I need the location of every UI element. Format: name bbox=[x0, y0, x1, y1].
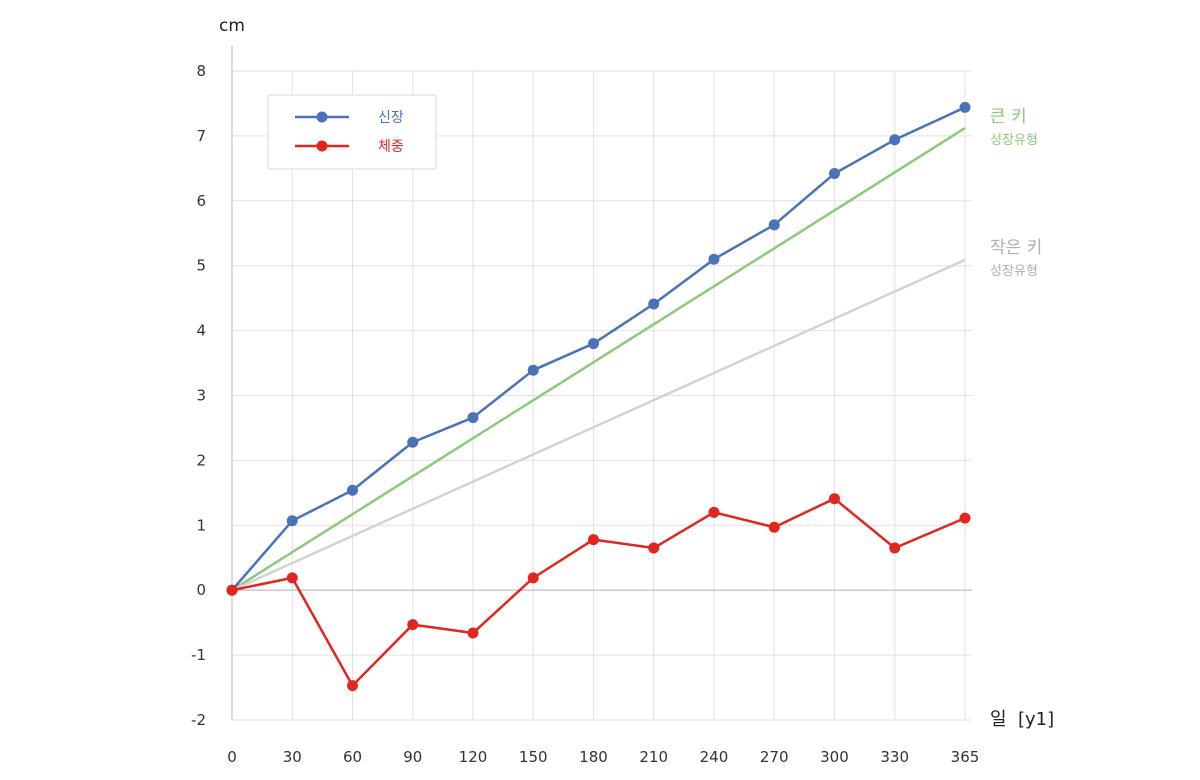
y-unit-label: cm bbox=[219, 16, 245, 36]
data-point-weight bbox=[889, 542, 901, 554]
x-tick-label: 300 bbox=[820, 748, 849, 766]
x-tick-label: 120 bbox=[459, 748, 488, 766]
ref-label-short-main: 작은 키 bbox=[990, 238, 1042, 258]
legend-label-weight: 체중 bbox=[378, 139, 404, 155]
x-tick-label: 0 bbox=[227, 748, 237, 766]
y-tick-label: 7 bbox=[196, 127, 206, 145]
x-tick-label: 365 bbox=[951, 748, 980, 766]
legend-box bbox=[267, 94, 437, 170]
data-point-weight bbox=[587, 534, 599, 546]
data-point-height bbox=[587, 338, 599, 350]
ref-line-short bbox=[231, 258, 966, 592]
data-point-weight bbox=[346, 680, 358, 692]
data-point-weight bbox=[708, 506, 720, 518]
y-tick-label: 2 bbox=[196, 451, 206, 469]
data-point-weight bbox=[286, 572, 298, 584]
data-point-height bbox=[768, 219, 780, 231]
y-tick-label: 4 bbox=[196, 322, 206, 340]
data-point-height bbox=[708, 253, 720, 265]
ref-label-tall-main: 큰 키 bbox=[990, 107, 1027, 127]
series-line-weight bbox=[230, 497, 967, 687]
data-point-weight bbox=[959, 512, 971, 524]
ref-label-short-sub: 성장유형 bbox=[990, 264, 1038, 279]
x-tick-label: 240 bbox=[700, 748, 729, 766]
y-tick-label: -2 bbox=[191, 711, 206, 729]
x-tick-label: 30 bbox=[283, 748, 302, 766]
x-tick-label: 180 bbox=[579, 748, 608, 766]
legend-marker-height bbox=[316, 111, 328, 123]
legend-marker-weight bbox=[316, 140, 328, 152]
data-point-weight bbox=[407, 619, 419, 631]
grid-lines bbox=[232, 70, 972, 721]
x-tick-label: 330 bbox=[880, 748, 909, 766]
ref-line-tall bbox=[231, 127, 966, 592]
data-point-height bbox=[527, 364, 539, 376]
y-tick-label: 3 bbox=[196, 387, 206, 405]
data-point-weight bbox=[828, 493, 840, 505]
ref-label-tall-sub: 성장유형 bbox=[990, 133, 1038, 148]
y-tick-label: 8 bbox=[196, 62, 206, 80]
data-point-weight bbox=[527, 572, 539, 584]
y-tick-label: 1 bbox=[196, 516, 206, 534]
x-tick-label: 270 bbox=[760, 748, 789, 766]
data-series bbox=[226, 101, 971, 692]
data-point-height bbox=[828, 168, 840, 180]
x-tick-label: 210 bbox=[639, 748, 668, 766]
data-point-height bbox=[407, 436, 419, 448]
legend: 신장 체중 bbox=[267, 94, 437, 170]
y-tick-label: 0 bbox=[196, 581, 206, 599]
reference-lines bbox=[231, 127, 966, 592]
x-tick-label: 60 bbox=[343, 748, 362, 766]
x-unit-label: 일 [y1] bbox=[990, 709, 1054, 730]
data-point-height bbox=[648, 298, 660, 310]
data-point-weight bbox=[467, 627, 479, 639]
data-point-height bbox=[286, 515, 298, 527]
data-point-height bbox=[959, 101, 971, 113]
data-point-height bbox=[889, 134, 901, 146]
axes bbox=[231, 45, 972, 720]
y-tick-label: 6 bbox=[196, 192, 206, 210]
y-tick-label: 5 bbox=[196, 257, 206, 275]
data-point-weight bbox=[768, 521, 780, 533]
data-point-weight bbox=[226, 584, 238, 596]
series-line-height bbox=[230, 106, 967, 592]
legend-label-height: 신장 bbox=[378, 110, 404, 126]
y-tick-label: -1 bbox=[191, 646, 206, 664]
data-point-height bbox=[346, 484, 358, 496]
x-tick-label: 90 bbox=[403, 748, 422, 766]
x-tick-label: 150 bbox=[519, 748, 548, 766]
data-point-weight bbox=[648, 542, 660, 554]
data-point-height bbox=[467, 412, 479, 424]
